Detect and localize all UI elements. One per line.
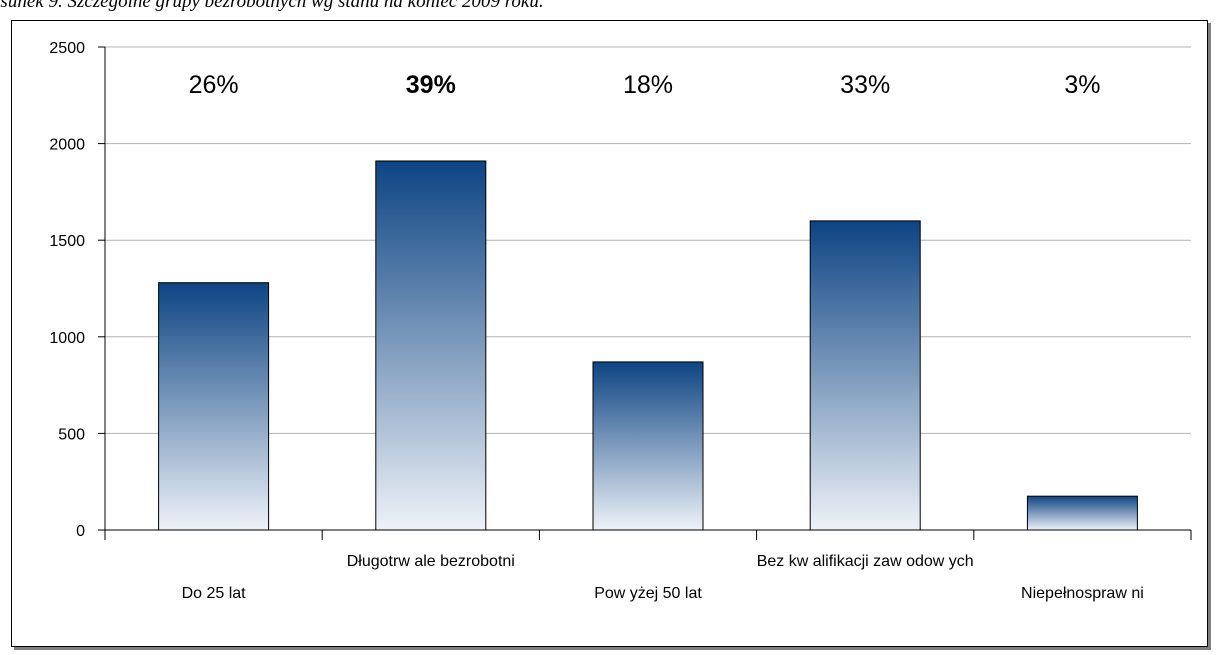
y-tick-label: 500 [58, 426, 85, 443]
y-tick-label: 1000 [49, 330, 85, 347]
bar [809, 220, 921, 531]
figure-caption: ysunek 9. Szczególne grupy bezrobotnych … [0, 0, 544, 12]
percent-label: 33% [840, 71, 890, 99]
x-category-label: Długotrw ale bezrobotni [347, 553, 515, 570]
percent-label: 18% [623, 71, 673, 99]
bar [1026, 495, 1138, 531]
x-category-label: Do 25 lat [182, 585, 247, 602]
x-category-label: Bez kw alifikacji zaw odow ych [757, 553, 974, 570]
bar [592, 361, 704, 531]
x-category-label: Niepełnospraw ni [1021, 585, 1144, 602]
y-tick-label: 1500 [49, 233, 85, 250]
bar [158, 282, 270, 531]
bar [375, 160, 487, 531]
labels: 0 500 1000 1500 2000 2500 Do 25 lat 26% Długotrw… [49, 40, 1143, 602]
axes [98, 46, 1192, 540]
y-tick-label: 2500 [49, 40, 85, 57]
percent-label: 26% [189, 71, 239, 99]
bars [158, 160, 1138, 531]
x-category-label: Pow yżej 50 lat [594, 585, 702, 602]
percent-label: 3% [1064, 71, 1100, 99]
percent-label: 39% [406, 71, 456, 99]
y-tick-label: 2000 [49, 137, 85, 154]
y-tick-label: 0 [76, 523, 85, 540]
